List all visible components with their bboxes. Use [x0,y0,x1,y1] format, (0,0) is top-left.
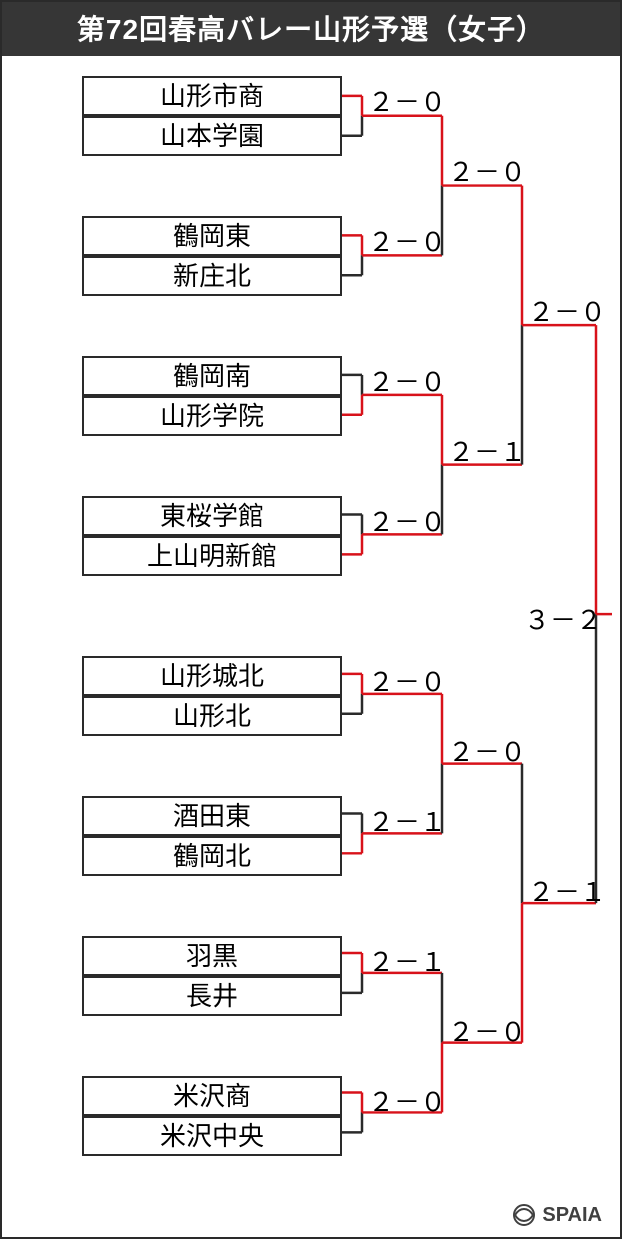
match-score: ２－０ [448,732,526,769]
team-box: 羽黒 [82,936,342,976]
bracket-container: 第72回春高バレー山形予選（女子） 山形市商山本学園 ２－０ 鶴岡東新庄北 ２－０ 鶴岡… [0,0,622,1239]
team-box: 山形市商 [82,76,342,116]
logo-text: SPAIA [542,1204,602,1227]
team-box: 新庄北 [82,256,342,296]
match-score: ２－０ [368,1082,446,1119]
match-score: ２－１ [368,802,446,839]
team-box: 長井 [82,976,342,1016]
bracket-canvas: 山形市商山本学園 ２－０ 鶴岡東新庄北 ２－０ 鶴岡南山形学院 ２－０ 東桜学館上山明新館 ２… [2,56,620,1241]
team-box: 酒田東 [82,796,342,836]
match-score: ２－０ [368,662,446,699]
team-box: 山形学院 [82,396,342,436]
match-score: ３－２ [524,600,602,637]
tournament-title: 第72回春高バレー山形予選（女子） [2,2,620,56]
match-score: ２－０ [448,152,526,189]
team-box: 山本学園 [82,116,342,156]
team-box: 鶴岡東 [82,216,342,256]
match-score: ２－０ [368,502,446,539]
match-score: ２－０ [368,82,446,119]
team-box: 上山明新館 [82,536,342,576]
match-score: ２－０ [448,1012,526,1049]
team-box: 山形城北 [82,656,342,696]
team-box: 鶴岡北 [82,836,342,876]
logo: SPAIA [512,1203,602,1227]
match-score: ２－０ [368,362,446,399]
match-score: ２－０ [368,222,446,259]
match-score: ２－１ [368,942,446,979]
logo-icon [512,1203,536,1227]
team-box: 米沢商 [82,1076,342,1116]
match-score: ２－０ [528,292,606,329]
team-box: 鶴岡南 [82,356,342,396]
match-score: ２－１ [448,432,526,469]
team-box: 山形北 [82,696,342,736]
match-score: ２－１ [528,872,606,909]
team-box: 米沢中央 [82,1116,342,1156]
team-box: 東桜学館 [82,496,342,536]
